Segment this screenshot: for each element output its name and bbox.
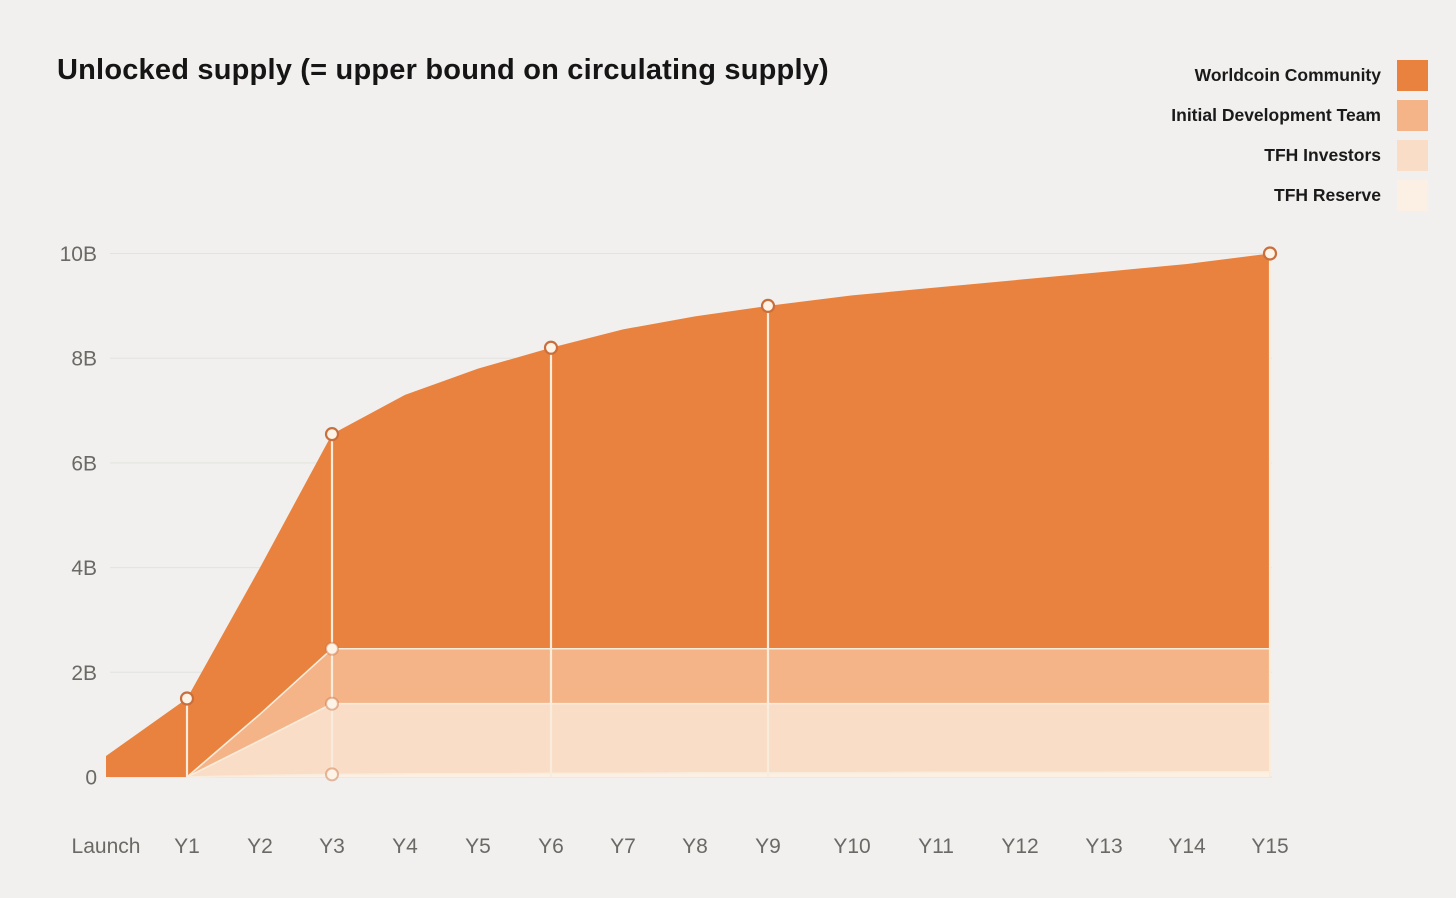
legend-swatch-icon — [1397, 140, 1428, 171]
x-axis-tick-label: Y13 — [1085, 835, 1122, 858]
x-axis-tick-label: Y10 — [833, 835, 870, 858]
x-axis-tick-label: Y9 — [755, 835, 781, 858]
data-point-marker — [325, 767, 339, 782]
legend-label: TFH Investors — [1264, 145, 1381, 165]
x-axis-tick-label: Y6 — [538, 835, 564, 858]
band-separator-line — [186, 702, 1270, 778]
x-axis-tick-label: Y1 — [174, 835, 200, 858]
y-axis-tick-label: 10B — [60, 243, 97, 266]
area-band-initial-development-team — [106, 648, 1270, 777]
x-axis-tick-label: Y2 — [247, 835, 273, 858]
legend-swatch-icon — [1397, 60, 1428, 91]
y-axis-tick-label: 6B — [71, 452, 97, 475]
y-axis-tick-label: 2B — [71, 662, 97, 685]
legend-label: Initial Development Team — [1171, 105, 1381, 125]
x-axis-tick-label: Y14 — [1168, 835, 1206, 858]
chart-title: Unlocked supply (= upper bound on circul… — [57, 54, 829, 86]
x-axis-tick-label: Y15 — [1251, 835, 1288, 858]
legend-swatch-icon — [1397, 100, 1428, 131]
legend-label: TFH Reserve — [1274, 185, 1381, 205]
x-axis-tick-label: Y5 — [465, 835, 491, 858]
y-axis-tick-label: 0 — [85, 767, 97, 790]
legend: Worldcoin Community Initial Development … — [1171, 60, 1428, 211]
legend-item-worldcoin-community: Worldcoin Community — [1171, 60, 1428, 91]
data-point-marker-y1 — [179, 691, 195, 706]
data-point-marker-y9 — [760, 298, 776, 313]
x-axis-tick-label: Y4 — [392, 835, 418, 858]
band-separator-line — [186, 770, 1270, 778]
x-axis-tick-label: Launch — [72, 835, 141, 858]
legend-label: Worldcoin Community — [1194, 65, 1381, 85]
y-axis-tick-label: 4B — [71, 557, 97, 580]
x-axis-tick-label: Y11 — [918, 835, 954, 858]
x-axis-tick-label: Y3 — [319, 835, 345, 858]
area-band-tfh-investors — [106, 703, 1270, 777]
legend-item-tfh-reserve: TFH Reserve — [1171, 180, 1428, 211]
legend-item-tfh-investors: TFH Investors — [1171, 140, 1428, 171]
data-point-marker — [325, 641, 339, 656]
x-axis-tick-label: Y12 — [1001, 835, 1038, 858]
legend-item-initial-development-team: Initial Development Team — [1171, 100, 1428, 131]
data-point-marker-y6 — [543, 340, 559, 355]
area-band-worldcoin-community — [106, 253, 1270, 777]
data-point-marker-y3 — [324, 427, 340, 442]
band-separator-line — [186, 647, 1270, 778]
data-point-marker — [325, 696, 339, 711]
x-axis-tick-label: Y8 — [682, 835, 708, 858]
x-axis-tick-label: Y7 — [610, 835, 636, 858]
y-axis-tick-label: 8B — [71, 348, 97, 371]
data-point-marker-y15 — [1262, 246, 1278, 261]
legend-swatch-icon — [1397, 180, 1428, 211]
